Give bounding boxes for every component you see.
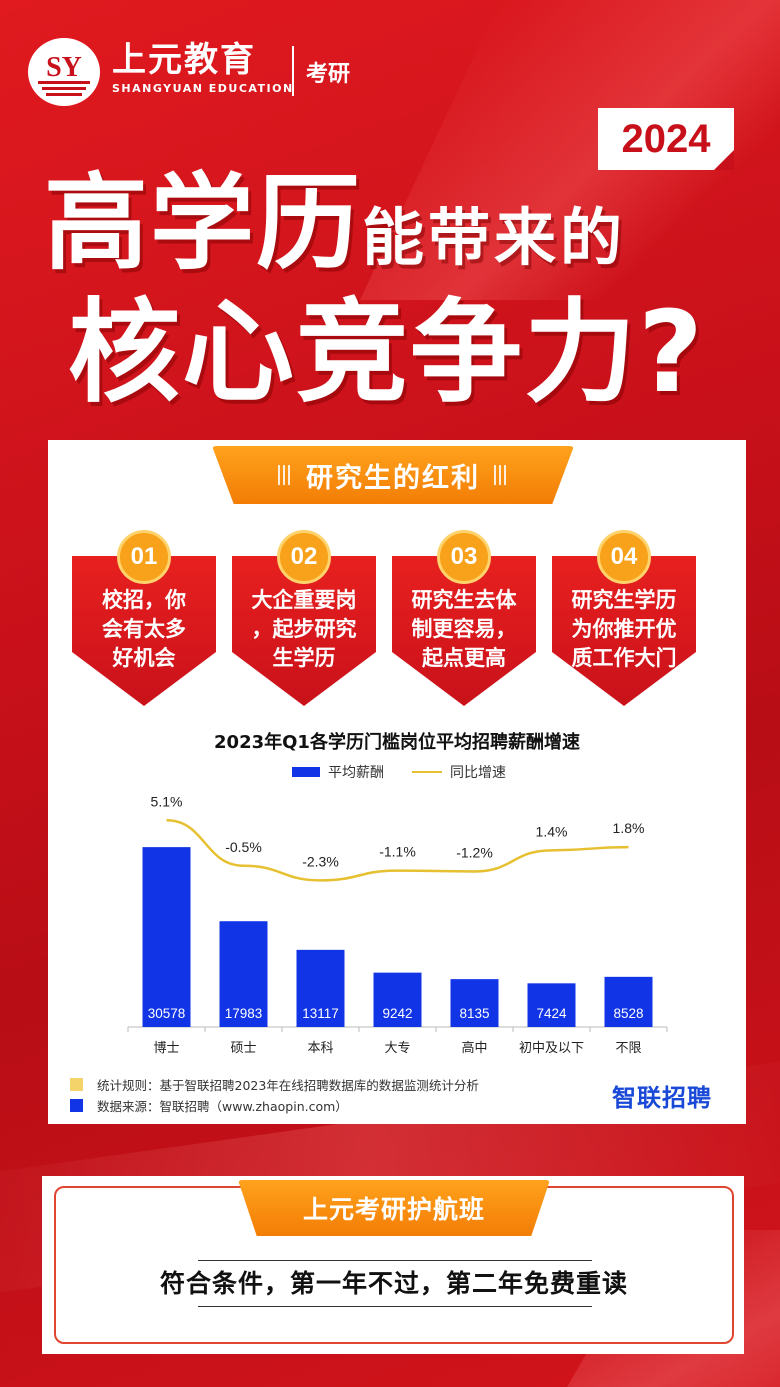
bar-不限 — [604, 976, 653, 1027]
bar-本科 — [296, 949, 345, 1027]
benefit-number-badge: 03 — [437, 530, 491, 584]
x-tick-label: 高中 — [461, 1040, 487, 1056]
growth-label: 5.1% — [151, 793, 183, 809]
brand-block: 上元教育 SHANGYUAN EDUCATION — [112, 40, 294, 95]
brand-name-en: SHANGYUAN EDUCATION — [112, 82, 294, 95]
ribbon-stripes-icon — [278, 465, 292, 485]
benefit-number-badge: 04 — [597, 530, 651, 584]
legend-bar-swatch — [292, 767, 320, 777]
bar-硕士 — [219, 921, 268, 1027]
legend-item-line: 同比增速 — [412, 762, 506, 782]
headline-line-1: 高学历能带来的 — [44, 138, 626, 289]
benefit-number-badge: 02 — [277, 530, 331, 584]
growth-label: -1.2% — [456, 844, 493, 860]
bar-value-label: 8528 — [613, 1006, 643, 1021]
benefit-text: 研究生去体 制更容易， 起点更高 — [411, 588, 517, 670]
section-title: 研究生的红利 — [306, 462, 480, 494]
x-tick-label: 不限 — [615, 1041, 641, 1056]
year-badge: 2024 — [598, 108, 734, 170]
footnote-text: 数据来源：智联招聘（www.zhaopin.com） — [97, 1099, 348, 1114]
benefit-text: 校招，你 会有太多 好机会 — [102, 588, 186, 670]
footnote-rule: 统计规则：基于智联招聘2023年在线招聘数据库的数据监测统计分析 — [70, 1075, 479, 1094]
headline-small: 能带来的 — [362, 201, 627, 274]
bar-高中 — [450, 979, 499, 1027]
x-tick-label: 硕士 — [230, 1041, 256, 1056]
bar-博士 — [142, 847, 191, 1027]
bar-value-label: 7424 — [536, 1006, 567, 1021]
zhilian-logo: 智联招聘 — [612, 1084, 712, 1112]
growth-label: 1.4% — [536, 823, 568, 839]
brand-tag: 考研 — [306, 62, 351, 87]
footnote-yellow-square — [70, 1078, 83, 1091]
section-ribbon: 研究生的红利 — [212, 446, 574, 504]
headline-big: 高学历 — [44, 162, 363, 284]
x-tick-label: 博士 — [153, 1041, 179, 1056]
bar-大专 — [373, 972, 422, 1027]
benefit-text: 大企重要岗 ，起步研究 生学历 — [251, 588, 357, 670]
x-tick-label: 初中及以下 — [519, 1041, 584, 1056]
growth-label: 1.8% — [613, 820, 645, 836]
benefit-number-badge: 01 — [117, 530, 171, 584]
logo-letters: SY — [46, 52, 82, 83]
x-tick-label: 本科 — [307, 1041, 333, 1056]
year-text: 2024 — [621, 117, 711, 161]
legend-line-swatch — [412, 771, 442, 773]
x-tick-label: 大专 — [384, 1041, 410, 1056]
bar-value-label: 30578 — [148, 1006, 186, 1021]
brand-name: 上元教育 — [112, 40, 256, 80]
promo-ribbon: 上元考研护航班 — [238, 1180, 550, 1236]
ribbon-stripes-icon — [494, 465, 508, 485]
footnote-text: 统计规则：基于智联招聘2023年在线招聘数据库的数据监测统计分析 — [97, 1078, 479, 1093]
bar-value-label: 9242 — [382, 1006, 412, 1021]
legend-label: 平均薪酬 — [328, 765, 384, 781]
brand-logo: SY — [28, 38, 100, 106]
bar-初中及以下 — [527, 983, 576, 1027]
legend-item-bar: 平均薪酬 — [292, 762, 384, 782]
growth-label: -2.3% — [302, 853, 339, 869]
growth-label: -0.5% — [225, 839, 262, 855]
legend-label: 同比增速 — [450, 765, 506, 781]
growth-label: -1.1% — [379, 844, 416, 860]
chart-title: 2023年Q1各学历门槛岗位平均招聘薪酬增速 — [214, 732, 580, 753]
headline-line-2: 核心竞争力? — [68, 288, 705, 418]
promo-text: 符合条件，第一年不过，第二年免费重读 — [159, 1269, 628, 1298]
growth-line — [166, 819, 629, 882]
benefit-text: 研究生学历 为你推开优 质工作大门 — [571, 588, 677, 670]
footnote-source: 数据来源：智联招聘（www.zhaopin.com） — [70, 1096, 348, 1115]
promo-divider-top — [198, 1260, 592, 1261]
brand-divider — [292, 46, 294, 96]
bar-value-label: 8135 — [459, 1006, 489, 1021]
promo-title: 上元考研护航班 — [302, 1195, 485, 1224]
promo-divider-bottom — [198, 1306, 592, 1307]
bar-value-label: 13117 — [302, 1006, 339, 1021]
salary-chart: 30578 博士 17983 硕士 13117 本科 9242 大专 8135 高中 7424 初中及… — [127, 793, 668, 1056]
bar-value-label: 17983 — [225, 1006, 263, 1021]
footnote-blue-square — [70, 1099, 83, 1112]
